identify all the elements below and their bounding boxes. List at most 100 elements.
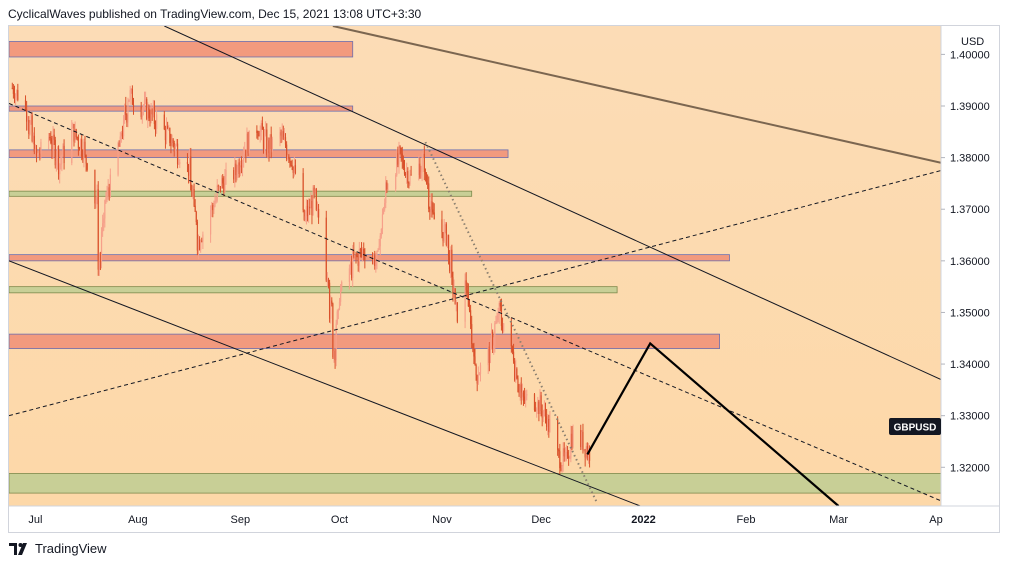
candle-body[interactable] — [284, 137, 287, 145]
candle-body[interactable] — [234, 163, 236, 180]
candle-body[interactable] — [339, 289, 342, 302]
candle-body[interactable] — [406, 171, 408, 175]
candle-body[interactable] — [422, 153, 424, 158]
candle-body[interactable] — [117, 143, 119, 175]
candle-body[interactable] — [189, 156, 191, 176]
candle-body[interactable] — [399, 146, 401, 148]
candle-body[interactable] — [169, 127, 171, 143]
candle-body[interactable] — [11, 87, 13, 89]
candle-body[interactable] — [190, 156, 192, 191]
candle-body[interactable] — [171, 139, 173, 146]
candle-body[interactable] — [28, 119, 30, 134]
candle-body[interactable] — [548, 419, 550, 432]
candle-body[interactable] — [83, 141, 85, 159]
candle-body[interactable] — [212, 205, 214, 211]
candle-body[interactable] — [455, 302, 457, 305]
candle-body[interactable] — [294, 165, 297, 174]
candle-body[interactable] — [211, 205, 213, 211]
candle-body[interactable] — [165, 125, 168, 141]
candle-body[interactable] — [452, 277, 454, 293]
candle-body[interactable] — [565, 452, 568, 453]
candle-body[interactable] — [38, 153, 40, 155]
candle-body[interactable] — [26, 109, 28, 122]
candle-body[interactable] — [140, 106, 142, 117]
candle-body[interactable] — [265, 129, 267, 135]
candle-body[interactable] — [518, 391, 520, 393]
candle-body[interactable] — [77, 137, 80, 149]
candle-body[interactable] — [148, 107, 150, 119]
candle-body[interactable] — [310, 201, 312, 209]
solid-trend-line[interactable] — [9, 260, 641, 506]
candle-body[interactable] — [125, 105, 127, 115]
candle-body[interactable] — [581, 431, 583, 448]
candle-body[interactable] — [341, 282, 343, 290]
candle-body[interactable] — [126, 114, 128, 123]
candle-body[interactable] — [433, 212, 435, 220]
candle-body[interactable] — [257, 132, 259, 136]
candle-body[interactable] — [245, 149, 247, 156]
candle-body[interactable] — [384, 203, 386, 210]
candle-body[interactable] — [353, 250, 355, 257]
candle-body[interactable] — [152, 105, 154, 115]
candle-body[interactable] — [409, 174, 411, 185]
candle-body[interactable] — [179, 162, 181, 164]
candle-body[interactable] — [224, 176, 226, 193]
support-zone[interactable] — [9, 190, 473, 197]
candle-body[interactable] — [33, 135, 35, 152]
candle-body[interactable] — [196, 222, 198, 251]
candle-body[interactable] — [519, 384, 521, 392]
candle-body[interactable] — [544, 409, 547, 417]
candle-body[interactable] — [580, 430, 582, 448]
candle-body[interactable] — [172, 139, 174, 143]
candle-body[interactable] — [302, 173, 304, 211]
candle-body[interactable] — [503, 323, 505, 332]
candle-body[interactable] — [314, 189, 316, 193]
candle-body[interactable] — [71, 128, 73, 164]
candle-body[interactable] — [477, 375, 479, 384]
candle-body[interactable] — [521, 392, 523, 399]
candle-body[interactable] — [425, 174, 428, 183]
candle-body[interactable] — [153, 105, 156, 125]
candle-body[interactable] — [407, 171, 409, 183]
candle-body[interactable] — [489, 342, 492, 363]
candle-body[interactable] — [97, 189, 99, 270]
candle-body[interactable] — [108, 187, 110, 197]
candle-body[interactable] — [15, 95, 17, 98]
candle-body[interactable] — [476, 375, 478, 384]
candle-body[interactable] — [290, 161, 292, 166]
candle-body[interactable] — [408, 182, 410, 185]
candle-body[interactable] — [30, 115, 32, 123]
candle-body[interactable] — [267, 140, 269, 155]
candle-body[interactable] — [428, 183, 430, 209]
candle-body[interactable] — [330, 300, 332, 319]
candle-body[interactable] — [525, 395, 527, 401]
candle-body[interactable] — [106, 193, 108, 198]
candle-body[interactable] — [194, 205, 196, 212]
candle-body[interactable] — [355, 254, 357, 256]
candle-body[interactable] — [98, 260, 100, 270]
candle-body[interactable] — [57, 148, 60, 175]
candle-body[interactable] — [210, 210, 212, 235]
candle-body[interactable] — [309, 206, 311, 209]
candle-body[interactable] — [488, 346, 490, 363]
candle-body[interactable] — [49, 137, 51, 139]
candle-body[interactable] — [473, 348, 475, 357]
candle-body[interactable] — [511, 346, 514, 352]
candle-body[interactable] — [82, 156, 84, 159]
candle-body[interactable] — [163, 114, 165, 130]
candle-body[interactable] — [449, 256, 451, 272]
candle-body[interactable] — [78, 148, 81, 151]
candle-body[interactable] — [247, 133, 249, 154]
candle-body[interactable] — [403, 167, 406, 174]
candle-body[interactable] — [376, 250, 378, 262]
candle-body[interactable] — [523, 396, 526, 401]
candle-body[interactable] — [104, 200, 106, 219]
candle-body[interactable] — [569, 458, 571, 460]
candle-body[interactable] — [225, 170, 227, 177]
candle-body[interactable] — [558, 449, 560, 452]
candle-body[interactable] — [313, 187, 315, 193]
candle-body[interactable] — [430, 201, 432, 212]
candle-body[interactable] — [246, 133, 248, 156]
candle-body[interactable] — [102, 223, 104, 232]
candle-body[interactable] — [197, 239, 200, 251]
